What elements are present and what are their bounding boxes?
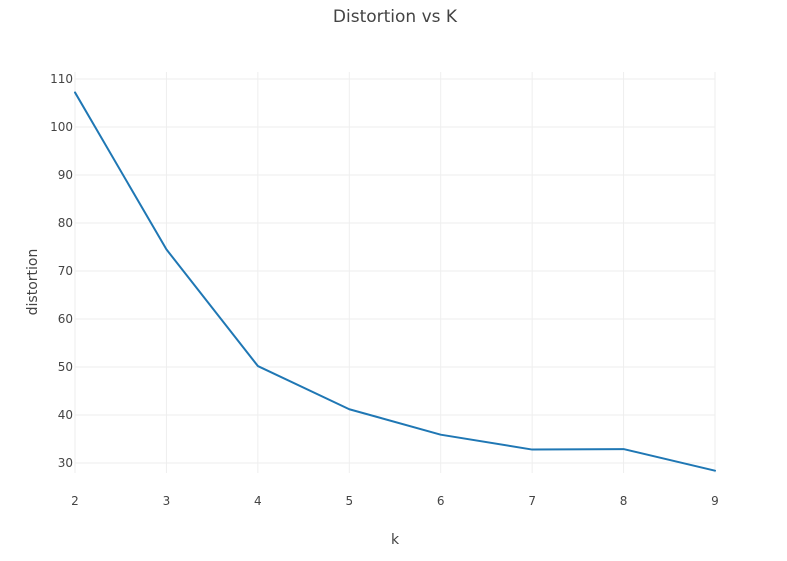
y-tick-label-80: 80 — [58, 216, 73, 230]
x-tick-label-6: 6 — [437, 494, 445, 508]
x-tick-label-8: 8 — [620, 494, 628, 508]
chart-title: Distortion vs K — [333, 7, 458, 27]
y-tick-label-50: 50 — [58, 360, 73, 374]
x-tick-label-5: 5 — [345, 494, 353, 508]
y-tick-label-30: 30 — [58, 456, 73, 470]
x-tick-label-9: 9 — [711, 494, 719, 508]
y-gridlines — [75, 78, 715, 464]
x-tick-label-2: 2 — [71, 494, 79, 508]
y-tick-label-100: 100 — [50, 120, 73, 134]
y-axis-title: distortion — [25, 249, 41, 316]
x-tick-label-3: 3 — [163, 494, 171, 508]
y-tick-label-110: 110 — [50, 72, 73, 86]
x-gridlines — [74, 72, 716, 473]
x-tick-labels: 2 3 4 5 6 7 8 9 — [71, 494, 719, 508]
x-tick-label-7: 7 — [528, 494, 536, 508]
y-tick-labels: 30 40 50 60 70 80 90 100 110 — [50, 72, 73, 470]
y-tick-label-70: 70 — [58, 264, 73, 278]
series-line-distortion — [74, 91, 716, 472]
y-tick-label-90: 90 — [58, 168, 73, 182]
x-axis-title: k — [391, 532, 400, 548]
y-tick-label-40: 40 — [58, 408, 73, 422]
y-tick-label-60: 60 — [58, 312, 73, 326]
series-layer — [74, 91, 716, 472]
x-tick-label-4: 4 — [254, 494, 262, 508]
